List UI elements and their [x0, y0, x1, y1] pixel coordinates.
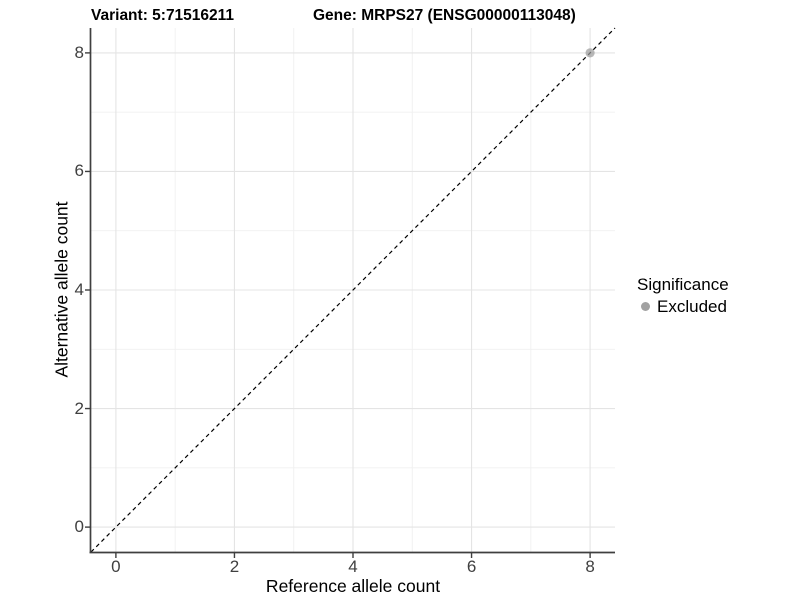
x-tick-label: 4	[348, 557, 358, 576]
legend-point-icon	[641, 302, 650, 311]
x-tick-label: 0	[111, 557, 121, 576]
identity-line	[90, 27, 616, 553]
x-tick-label: 2	[229, 557, 240, 576]
y-tick-label: 4	[74, 280, 84, 299]
legend-item: Excluded	[637, 297, 729, 316]
plot-title-variant: Variant: 5:71516211	[91, 7, 235, 24]
y-tick-label: 0	[74, 517, 84, 537]
legend: Significance Excluded	[637, 275, 729, 316]
y-tick-label: 2	[74, 398, 84, 418]
legend-title: Significance	[637, 275, 729, 294]
y-tick-label: 6	[74, 161, 84, 181]
y-tick-label: 8	[74, 42, 84, 62]
legend-items: Excluded	[637, 297, 729, 316]
x-tick-label: 8	[585, 557, 595, 576]
x-tick-label: 6	[466, 557, 477, 576]
legend-item-label: Excluded	[657, 297, 727, 316]
data-point	[585, 48, 595, 58]
plot-title-gene: Gene: MRPS27 (ENSG00000113048)	[313, 7, 576, 24]
y-axis-title-text: Alternative allele count	[51, 201, 72, 378]
x-axis-title: Reference allele count	[265, 576, 441, 596]
